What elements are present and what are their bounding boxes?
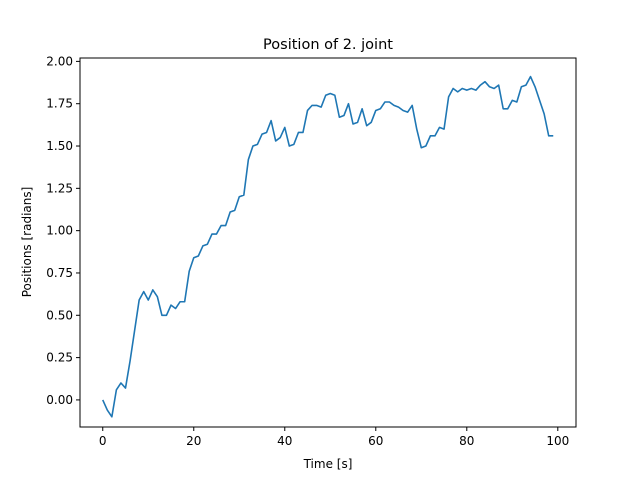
y-tick-label: 1.50 [46,139,73,153]
y-tick-label: 0.50 [46,308,73,322]
x-axis-ticks: 0 20 40 60 80 100 [99,427,569,448]
x-tick-label: 40 [277,434,292,448]
y-tick-label: 1.25 [46,181,73,195]
y-tick-label: 0.25 [46,351,73,365]
x-tick-label: 80 [459,434,474,448]
x-axis-label: Time [s] [303,457,353,471]
y-tick-label: 1.00 [46,224,73,238]
x-tick-label: 100 [546,434,569,448]
x-tick-label: 60 [368,434,383,448]
x-tick-label: 20 [186,434,201,448]
plot-area-frame [79,57,577,428]
y-axis-label: Positions [radians] [20,187,34,298]
x-tick-label: 0 [99,434,107,448]
y-tick-label: 0.75 [46,266,73,280]
series-line [102,75,554,418]
plot-line-group [102,75,554,418]
chart-title: Position of 2. joint [263,37,393,53]
y-tick-label: 2.00 [46,54,73,68]
y-axis-ticks: 0.00 0.25 0.50 0.75 1.00 1.25 1.50 1.75 2.00 [46,54,80,407]
y-tick-label: 1.75 [46,97,73,111]
y-tick-label: 0.00 [46,393,73,407]
